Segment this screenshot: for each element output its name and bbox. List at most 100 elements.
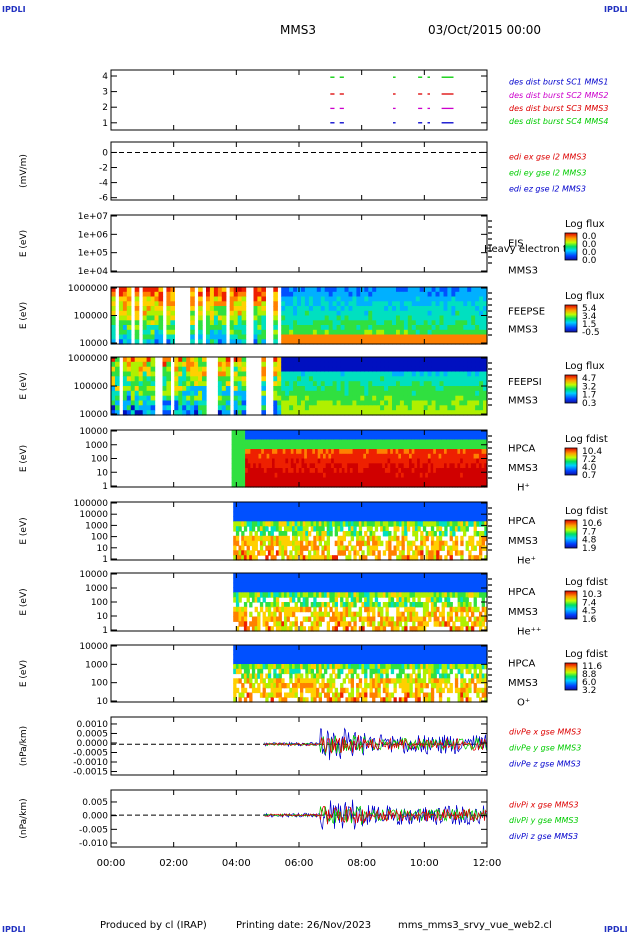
spectrogram-cell-feepsi xyxy=(443,361,449,368)
spectrogram-cell-feepsi xyxy=(221,410,227,416)
spectrogram-cell-hpca_he1 xyxy=(430,540,435,547)
spectrogram-cell-feepse xyxy=(316,325,322,331)
spectrogram-cell-hpca_he2 xyxy=(393,573,397,579)
spectrogram-cell-feepsi xyxy=(320,366,326,373)
spectrogram-cell-feepse xyxy=(304,296,310,302)
spectrogram-cell-feepsi xyxy=(411,376,417,382)
spectrogram-cell-hpca_he1 xyxy=(425,550,429,556)
spectrogram-cell-feepsi xyxy=(190,371,195,377)
spectrogram-cell-feepsi xyxy=(372,405,377,411)
spectrogram-cell-hpca_he2 xyxy=(305,577,309,584)
spectrogram-cell-hpca_he1 xyxy=(321,502,325,508)
spectrogram-cell-feepse xyxy=(415,325,421,331)
spectrogram-cell-feepse xyxy=(198,325,203,331)
spectrogram-cell-hpca_he2 xyxy=(302,597,306,603)
spectrogram-cell-feepse xyxy=(304,329,310,336)
spectrogram-cell-feepsi xyxy=(396,395,401,402)
spectrogram-cell-hpca_he1 xyxy=(479,502,483,508)
spectrogram-cell-feepsi xyxy=(368,405,373,411)
spectrogram-cell-hpca_h xyxy=(411,430,415,436)
spectrogram-cell-hpca_h xyxy=(433,458,437,464)
spectrogram-cell-hpca_he2 xyxy=(396,616,400,622)
spectrogram-cell-hpca_h xyxy=(274,477,278,483)
spectrogram-cell-hpca_he2 xyxy=(249,611,253,618)
spectrogram-cell-hpca_he1 xyxy=(297,516,301,522)
spectrogram-cell-feepsi xyxy=(388,410,393,416)
spectrogram-cell-feepsi xyxy=(463,405,468,411)
spectrogram-cell-feepsi xyxy=(285,410,290,416)
spectrogram-cell-hpca_he1 xyxy=(465,502,469,508)
spectrogram-cell-feepse xyxy=(158,339,164,345)
spectrogram-cell-hpca_h xyxy=(304,434,308,441)
spectrogram-cell-feepsi xyxy=(316,410,322,416)
spectrogram-cell-feepsi xyxy=(388,390,393,397)
spectrogram-cell-feepsi xyxy=(324,376,330,382)
spectrogram-cell-hpca_he1 xyxy=(422,506,427,513)
spectrogram-cell-hpca_he1 xyxy=(294,535,298,542)
spectrogram-cell-hpca_h xyxy=(376,453,381,460)
spectrogram-cell-feepsi xyxy=(427,376,433,382)
spectrogram-cell-feepse xyxy=(273,296,278,302)
spectrogram-cell-hpca_h xyxy=(411,453,415,460)
spectrogram-cell-hpca_h xyxy=(285,463,289,469)
spectrogram-cell-feepse xyxy=(368,310,373,317)
spectrogram-cell-hpca_h xyxy=(280,434,284,441)
spectrogram-cell-hpca_h xyxy=(245,482,249,488)
spectrogram-cell-hpca_he1 xyxy=(316,502,320,508)
spectrogram-cell-hpca_he1 xyxy=(350,511,354,518)
spectrogram-cell-feepse xyxy=(308,287,314,293)
spectrogram-cell-hpca_h xyxy=(478,449,483,455)
spectrogram-cell-hpca_h xyxy=(355,468,359,474)
spectrogram-cell-feepsi xyxy=(289,410,294,416)
spectrogram-cell-hpca_h xyxy=(355,434,359,441)
spectrogram-cell-feepse xyxy=(328,291,334,298)
spectrogram-cell-hpca_he2 xyxy=(262,597,266,603)
spectrogram-cell-hpca_h xyxy=(379,444,383,450)
spectrogram-cell-hpca_he1 xyxy=(305,535,309,542)
spectrogram-cell-feepsi xyxy=(336,376,342,382)
spectrogram-cell-feepse xyxy=(423,310,429,317)
spectrogram-cell-hpca_he1 xyxy=(324,521,328,527)
spectrogram-cell-feepse xyxy=(126,296,132,302)
spectrogram-cell-hpca_he2 xyxy=(358,606,363,613)
spectrogram-cell-feepse xyxy=(352,315,357,321)
spectrogram-cell-hpca_h xyxy=(395,472,399,479)
spectrogram-cell-hpca_he1 xyxy=(321,545,325,551)
spectrogram-cell-hpca_h xyxy=(422,472,426,479)
spectrogram-cell-hpca_he1 xyxy=(364,502,368,508)
spectrogram-cell-hpca_h xyxy=(358,458,362,464)
spectrogram-cell-hpca_h xyxy=(339,439,343,445)
spectrogram-cell-hpca_he1 xyxy=(449,521,453,527)
spectrogram-cell-feepsi xyxy=(376,371,381,377)
spectrogram-cell-hpca_h xyxy=(411,468,415,474)
spectrogram-cell-hpca_h xyxy=(414,430,418,436)
spectrogram-cell-hpca_h xyxy=(409,453,413,460)
spectrogram-cell-hpca_he2 xyxy=(308,606,312,613)
spectrogram-cell-feepsi xyxy=(297,361,302,368)
spectrogram-cell-hpca_he2 xyxy=(275,606,280,613)
spectrogram-cell-feepse xyxy=(447,325,452,331)
spectrogram-cell-feepsi xyxy=(459,405,464,411)
spectrogram-cell-feepse xyxy=(435,296,441,302)
spectrogram-cell-hpca_he1 xyxy=(313,545,317,551)
spectrogram-cell-hpca_he1 xyxy=(289,502,293,508)
spectrogram-cell-feepse xyxy=(166,287,171,293)
spectrogram-cell-hpca_he1 xyxy=(396,540,400,547)
spectrogram-cell-hpca_he2 xyxy=(302,587,306,593)
spectrogram-cell-hpca_he2 xyxy=(267,606,272,613)
spectrogram-cell-hpca_h xyxy=(263,449,268,455)
spectrogram-cell-feepsi xyxy=(289,376,294,382)
colorbar-tick-label: 3.2 xyxy=(582,382,596,392)
spectrogram-cell-feepse xyxy=(257,291,262,298)
instrument-label: FEEPSE xyxy=(508,306,545,317)
spectrogram-cell-hpca_he2 xyxy=(412,606,416,613)
spectrogram-cell-hpca_h xyxy=(290,449,295,455)
spectrogram-cell-feepsi xyxy=(237,386,243,392)
spectrogram-cell-hpca_h xyxy=(253,430,257,436)
spectrogram-cell-feepse xyxy=(427,287,433,293)
spectrogram-cell-hpca_h xyxy=(339,463,343,469)
spectrogram-cell-feepse xyxy=(209,310,215,317)
spectrogram-cell-hpca_h xyxy=(234,434,238,441)
spectrogram-cell-feepse xyxy=(213,315,219,321)
spectrogram-cell-feepse xyxy=(392,339,397,345)
